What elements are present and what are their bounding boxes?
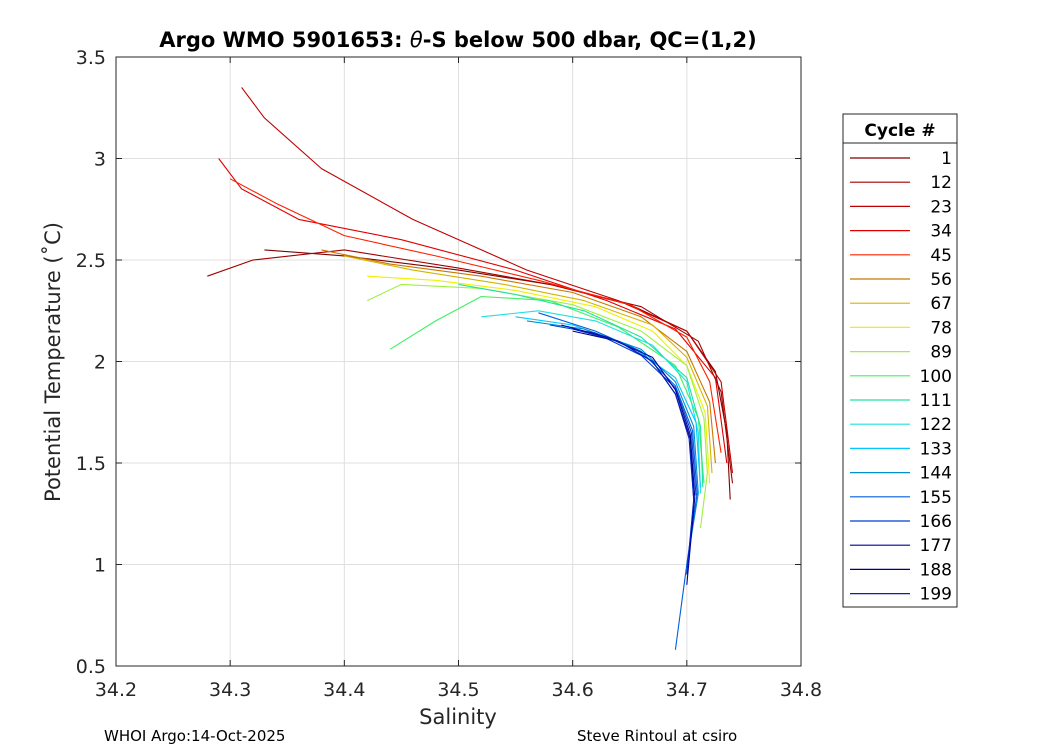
legend-label: 177 xyxy=(920,536,952,556)
x-tick-label: 34.5 xyxy=(437,679,479,701)
series-line-cycle-199 xyxy=(572,328,695,575)
series-line-cycle-89 xyxy=(366,283,708,529)
x-tick-label: 34.4 xyxy=(323,679,365,701)
series-line-cycle-67 xyxy=(344,255,713,474)
legend-entries: 1 12 23 34 45 56 67 78 89 100 111 122 133 144 155 166 17… xyxy=(850,149,952,605)
x-tick-label: 34.2 xyxy=(95,679,137,701)
legend-title: Cycle # xyxy=(864,121,935,141)
series-line-cycle-111 xyxy=(458,283,704,488)
legend: Cycle # 1 12 23 34 45 56 67 78 89 100 111 122 133 144… xyxy=(842,113,958,608)
series-line-cycle-23 xyxy=(241,87,734,474)
series-line-cycle-122 xyxy=(481,310,702,494)
x-tick-label: 34.3 xyxy=(209,679,251,701)
x-tick-label: 34.7 xyxy=(666,679,708,701)
y-tick-label: 1 xyxy=(94,555,106,577)
legend-label: 1 xyxy=(941,149,952,169)
chart-title-suffix: -S below 500 dbar, QC=(1,2) xyxy=(423,28,757,52)
series-line-cycle-45 xyxy=(229,178,722,453)
legend-label: 45 xyxy=(930,246,952,266)
series-line-cycle-144 xyxy=(526,320,699,565)
legend-label: 166 xyxy=(920,512,952,532)
legend-label: 89 xyxy=(930,343,952,363)
legend-label: 144 xyxy=(920,464,952,484)
series-line-cycle-78 xyxy=(367,275,711,484)
legend-label: 34 xyxy=(930,222,952,242)
legend-label: 12 xyxy=(930,173,952,193)
x-tick-label: 34.8 xyxy=(780,679,822,701)
legend-label: 67 xyxy=(930,294,952,314)
y-tick-label: 2.5 xyxy=(76,250,106,272)
y-tick-label: 0.5 xyxy=(76,656,106,678)
legend-label: 111 xyxy=(920,391,952,411)
legend-label: 188 xyxy=(920,560,952,580)
legend-label: 100 xyxy=(920,367,952,387)
y-tick-label: 3 xyxy=(94,149,106,171)
footer-source: WHOI Argo:14-Oct-2025 xyxy=(104,727,285,745)
series-layer xyxy=(207,87,734,650)
chart-title-prefix: Argo WMO 5901653: xyxy=(159,28,410,52)
x-tick-label: 34.6 xyxy=(552,679,594,701)
series-line-cycle-56 xyxy=(321,249,716,464)
legend-label: 133 xyxy=(920,439,952,459)
tick-layer: 34.2 34.3 34.4 34.5 34.6 34.7 34.8 0.5 1 1.5 2 2.5 3… xyxy=(76,47,822,701)
legend-label: 155 xyxy=(920,488,952,508)
series-line-cycle-34 xyxy=(218,158,728,464)
legend-label: 122 xyxy=(920,415,952,435)
series-line-cycle-177 xyxy=(561,324,696,585)
y-tick-label: 3.5 xyxy=(76,47,106,69)
x-axis-title: Salinity xyxy=(419,705,497,729)
y-tick-label: 1.5 xyxy=(76,453,106,475)
legend-label: 78 xyxy=(930,318,952,338)
y-axis-title: Potential Temperature (˚C) xyxy=(41,222,65,502)
chart-title-theta: θ xyxy=(410,28,423,52)
series-line-cycle-100 xyxy=(389,295,705,484)
legend-label: 199 xyxy=(920,585,952,605)
footer-author: Steve Rintoul at csiro xyxy=(577,727,737,745)
legend-label: 56 xyxy=(930,270,952,290)
chart-title: Argo WMO 5901653: θ-S below 500 dbar, QC… xyxy=(159,28,756,52)
legend-label: 23 xyxy=(930,197,952,217)
legend-box xyxy=(842,113,958,608)
y-tick-label: 2 xyxy=(94,352,106,374)
